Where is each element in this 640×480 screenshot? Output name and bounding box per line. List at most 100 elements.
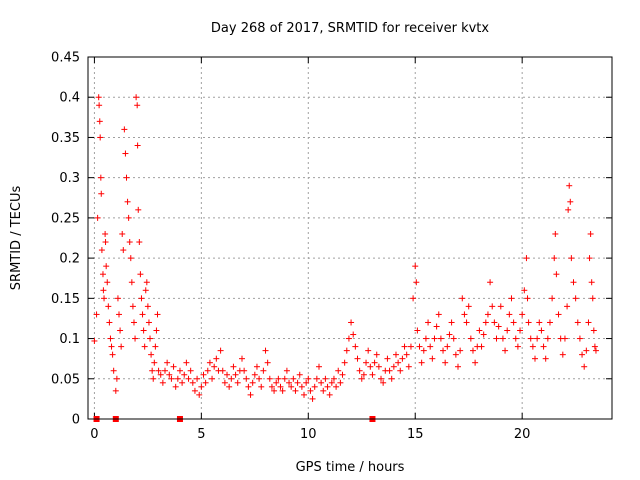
data-point [499,335,506,342]
data-point [373,351,380,358]
data-point [472,359,479,366]
data-point [446,331,453,338]
data-point [134,102,141,109]
data-point [345,335,352,342]
data-point [508,295,515,302]
data-point [375,363,382,370]
data-point [399,355,406,362]
data-point [170,363,177,370]
data-point [517,327,524,334]
data-points [91,94,599,402]
data-point [313,375,320,382]
data-point [450,335,457,342]
data-point [241,367,248,374]
data-point [286,379,293,386]
data-point [264,359,271,366]
data-point [288,383,295,390]
data-point [152,343,159,350]
data-point [108,343,115,350]
data-point [159,379,166,386]
chart-title: Day 268 of 2017, SRMTID for receiver kvt… [211,21,489,36]
data-point [564,303,571,310]
data-point [386,367,393,374]
data-point [576,335,583,342]
data-point [328,379,335,386]
data-point [211,363,218,370]
y-tick-label: 0.15 [51,292,80,307]
data-point [277,383,284,390]
data-point [478,343,485,350]
data-point [117,327,124,334]
data-point [333,383,340,390]
data-point [425,319,432,326]
data-point [138,295,145,302]
data-point [493,335,500,342]
data-point [491,319,498,326]
data-point [459,295,466,302]
data-point [122,150,129,157]
data-point [221,379,228,386]
data-point [133,94,140,101]
data-point [294,379,301,386]
y-tick-label: 0.2 [59,252,80,267]
x-axis-label: GPS time / hours [296,460,405,475]
data-point [343,347,350,354]
data-point [97,134,104,141]
data-point [553,271,560,278]
data-point [572,295,579,302]
data-point [590,327,597,334]
data-point [320,387,327,394]
data-point [181,371,188,378]
data-point [260,367,267,374]
data-point [303,379,310,386]
data-point [405,363,412,370]
data-point [305,375,312,382]
data-point [412,263,419,270]
data-point [123,174,130,181]
data-point [354,355,361,362]
data-point [279,387,286,394]
data-point [461,311,468,318]
data-point [251,371,258,378]
y-axis-label: SRMTID / TECUs [9,186,24,291]
data-point [514,343,521,350]
data-point [586,255,593,262]
data-point [168,375,175,382]
data-point [258,383,265,390]
data-point [164,359,171,366]
data-point [155,367,162,374]
data-point [91,337,98,344]
data-point [324,383,331,390]
data-point [358,375,365,382]
data-point [467,335,474,342]
data-point [271,387,278,394]
data-point [139,311,146,318]
data-point [521,287,528,294]
data-point [301,391,308,398]
data-point [128,279,135,286]
data-point [98,190,105,197]
data-point [489,303,496,310]
data-point [429,355,436,362]
data-point [147,335,154,342]
data-point [322,375,329,382]
data-point [585,319,592,326]
data-point [457,347,464,354]
x-tick-label: 15 [407,427,424,442]
data-point [330,375,337,382]
data-point [166,371,173,378]
data-point [238,355,245,362]
data-point [126,239,133,246]
data-point [307,387,314,394]
data-point [119,230,126,237]
y-tick-label: 0.25 [51,211,80,226]
data-point [109,351,116,358]
data-point [102,239,109,246]
data-point [95,94,102,101]
data-point [504,327,511,334]
data-point [384,355,391,362]
data-point [315,363,322,370]
data-point [96,102,103,109]
data-point [326,391,333,398]
